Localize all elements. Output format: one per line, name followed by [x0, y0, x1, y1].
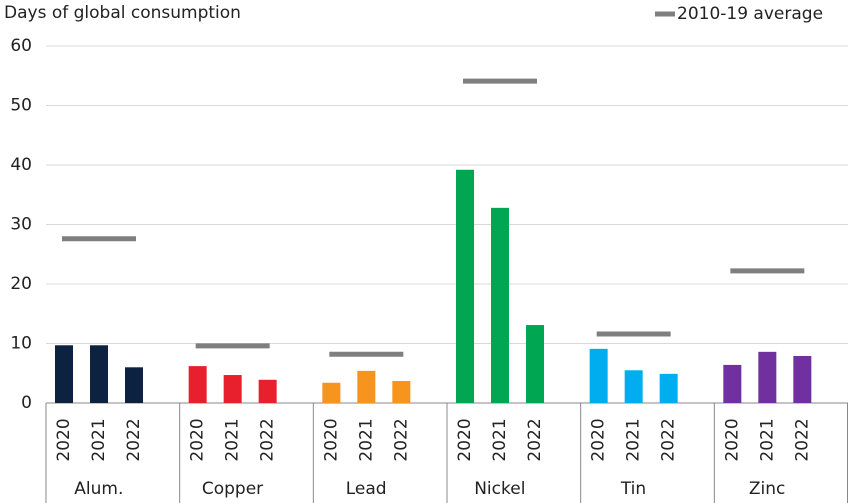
x-tick-label: 2021	[490, 418, 510, 461]
x-tick-label: 2022	[659, 418, 679, 461]
x-tick-label: 2021	[757, 418, 777, 461]
group-label: Lead	[346, 479, 387, 499]
bar	[322, 382, 341, 403]
x-tick-label: 2020	[589, 418, 609, 461]
bar	[624, 370, 643, 403]
y-tick-label: 40	[10, 155, 32, 175]
bar	[125, 367, 143, 403]
chart-title: Days of global consumption	[4, 3, 241, 23]
x-tick-label: 2020	[188, 418, 208, 461]
x-tick-label: 2020	[321, 418, 341, 461]
bar	[90, 345, 108, 403]
bar	[258, 379, 277, 403]
group-label: Alum.	[74, 479, 123, 499]
bar	[55, 345, 73, 403]
x-tick-label: 2022	[525, 418, 545, 461]
bar	[357, 370, 376, 403]
y-tick-label: 0	[21, 393, 32, 413]
bar	[793, 355, 812, 403]
bar	[758, 351, 777, 403]
bar	[723, 364, 742, 403]
x-tick-label: 2020	[54, 418, 74, 461]
y-tick-label: 50	[10, 96, 32, 116]
group-label: Copper	[202, 479, 263, 499]
bar	[392, 380, 411, 403]
legend-label: 2010-19 average	[677, 4, 823, 24]
bar	[223, 375, 242, 403]
x-tick-label: 2021	[89, 418, 109, 461]
group-label: Tin	[620, 479, 646, 499]
x-tick-label: 2020	[722, 418, 742, 461]
y-tick-label: 20	[10, 274, 32, 294]
group-label: Zinc	[749, 479, 786, 499]
bar	[456, 169, 474, 403]
x-tick-label: 2021	[223, 418, 243, 461]
x-tick-label: 2020	[455, 418, 475, 461]
bar	[526, 325, 544, 403]
group-label: Nickel	[474, 479, 525, 499]
x-tick-label: 2022	[391, 418, 411, 461]
x-tick-label: 2022	[258, 418, 278, 461]
x-tick-label: 2022	[124, 418, 144, 461]
y-tick-label: 10	[10, 334, 32, 354]
x-tick-label: 2021	[624, 418, 644, 461]
bar	[188, 366, 207, 403]
bar	[589, 348, 608, 403]
bar	[659, 373, 678, 403]
x-tick-label: 2021	[356, 418, 376, 461]
y-tick-label: 30	[10, 215, 32, 235]
y-tick-label: 60	[10, 36, 32, 56]
bar	[491, 207, 509, 403]
x-tick-label: 2022	[792, 418, 812, 461]
